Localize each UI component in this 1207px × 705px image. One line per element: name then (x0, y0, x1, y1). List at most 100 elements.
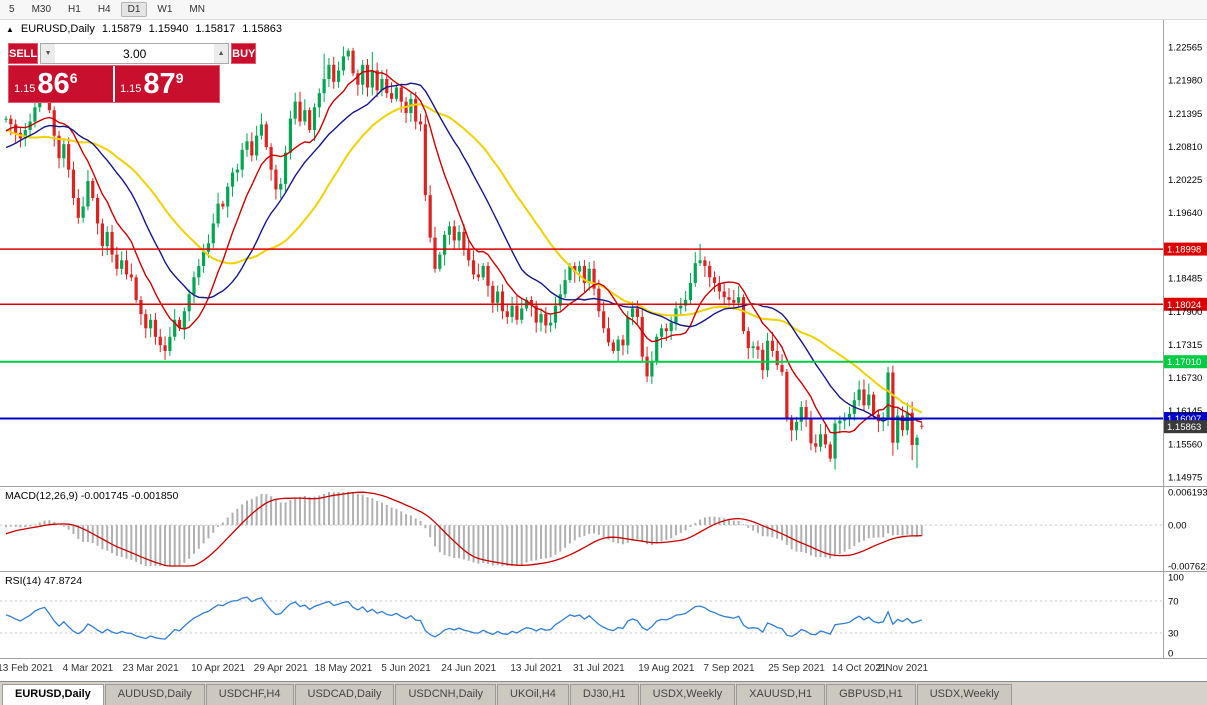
ohlc-close: 1.15863 (242, 23, 282, 35)
candle-body (703, 260, 707, 266)
chart-tab[interactable]: XAUUSD,H1 (736, 684, 826, 705)
date-axis-label: 23 Mar 2021 (123, 663, 180, 674)
volume-increase-button[interactable]: ▲ (214, 44, 229, 63)
timeframe-button-h4[interactable]: H4 (97, 4, 111, 15)
candle-body (33, 107, 37, 122)
chart-tab[interactable]: USDX,Weekly (639, 684, 736, 705)
candle-body (833, 423, 837, 459)
candle-body (182, 311, 186, 329)
price-axis-label: 1.16730 (1168, 373, 1202, 384)
candle-body (712, 277, 717, 283)
chart-tab[interactable]: USDCNH,Daily (395, 684, 497, 705)
chart-tab[interactable]: USDCHF,H4 (205, 684, 294, 705)
price-axis-label: 1.20225 (1168, 175, 1202, 186)
date-axis-label: 14 Oct 2021 (832, 663, 887, 674)
candle-body (611, 342, 615, 351)
candle-body (857, 389, 861, 401)
candle-body (491, 285, 495, 303)
chart-tab[interactable]: GBPUSD,H1 (826, 684, 916, 705)
candle-body (799, 407, 803, 422)
candle-body (134, 277, 138, 300)
buy-price-prefix: 1.15 (120, 83, 142, 95)
candle-body (149, 319, 153, 329)
volume-input[interactable] (55, 44, 215, 63)
collapse-panel-icon[interactable]: ▲ (6, 24, 14, 34)
candle-body (341, 56, 345, 71)
chart-tabs-bar: EURUSD,Daily AUDUSD,Daily USDCHF,H4 USDCAD,… (0, 681, 1207, 705)
timeframe-button-mn[interactable]: MN (189, 4, 205, 15)
candle-body (361, 64, 365, 85)
candle-body (626, 316, 630, 346)
candle-body (790, 418, 794, 431)
candle-body (173, 319, 177, 337)
candle-body (71, 169, 76, 198)
candle-body (356, 73, 360, 85)
candle-body (158, 336, 162, 346)
candle-body (124, 260, 129, 275)
candle-body (529, 299, 533, 306)
sell-price-big-digits: 86 (37, 68, 70, 100)
candle-body (872, 394, 876, 415)
candle-body (717, 282, 721, 292)
candle-body (664, 328, 668, 332)
candle-body (187, 294, 191, 312)
ohlc-high: 1.15940 (148, 23, 189, 35)
candle-body (221, 203, 225, 207)
timeframe-toolbar: 5 M30 H1 H4 D1 W1 MN (0, 0, 1207, 20)
timeframe-button-5[interactable]: 5 (9, 4, 15, 15)
sell-button[interactable]: SELL (8, 43, 39, 64)
candle-body (177, 319, 182, 329)
chart-symbol-title: EURUSD,Daily (20, 23, 95, 35)
chart-tab[interactable]: USDX,Weekly (916, 684, 1013, 705)
timeframe-button-h1[interactable]: H1 (68, 4, 81, 15)
chart-tab[interactable]: AUDUSD,Daily (104, 684, 205, 705)
rsi-line (5, 596, 923, 640)
candle-body (250, 141, 254, 156)
candle-body (428, 195, 432, 238)
candle-body (264, 124, 268, 147)
candle-body (650, 362, 654, 377)
buy-button[interactable]: BUY (231, 43, 257, 64)
candle-body (568, 265, 572, 281)
chart-plot-area[interactable] (0, 20, 1163, 659)
sell-price-display[interactable]: 1.15 86 6 (9, 66, 113, 102)
timeframe-button-w1[interactable]: W1 (157, 4, 173, 15)
candle-body (197, 265, 201, 278)
chart-tab[interactable]: UKOil,H4 (497, 684, 569, 705)
timeframe-button-d1[interactable]: D1 (120, 2, 148, 17)
level-price-tag (1164, 297, 1207, 311)
candle-body (380, 79, 384, 91)
candle-body (910, 412, 914, 445)
candle-body (279, 183, 283, 190)
candle-body (52, 110, 56, 136)
bid-price-tag-text: 1.15863 (1167, 422, 1201, 433)
price-axis-label: 1.17900 (1168, 307, 1202, 318)
level-price-tag-text: 1.18024 (1167, 300, 1201, 311)
candle-body (206, 243, 211, 252)
buy-price-display[interactable]: 1.15 87 9 (113, 66, 219, 102)
candle-body (693, 263, 697, 283)
chart-tab[interactable]: EURUSD,Daily (2, 684, 104, 705)
chart-tab[interactable]: USDCAD,Daily (294, 684, 395, 705)
candle-body (322, 79, 326, 94)
candle-body (452, 226, 456, 241)
chart-ohlc-header: ▲ EURUSD,Daily 1.15879 1.15940 1.15817 1… (6, 23, 282, 35)
candle-body (303, 110, 307, 122)
date-axis-label: 19 Aug 2021 (638, 663, 695, 674)
candle-body (57, 135, 61, 159)
volume-decrease-button[interactable]: ▼ (41, 44, 56, 63)
candle-body (235, 169, 239, 173)
level-price-tag (1164, 242, 1207, 256)
date-axis-label: 13 Jul 2021 (510, 663, 562, 674)
candle-body (688, 282, 693, 300)
candle-body (587, 268, 591, 283)
candle-body (38, 98, 42, 108)
candle-body (110, 231, 114, 255)
candle-body (226, 186, 230, 207)
rsi-indicator-label: RSI(14) 47.8724 (5, 575, 83, 587)
candle-body (804, 407, 808, 419)
chart-tab[interactable]: DJ30,H1 (569, 684, 639, 705)
candle-body (794, 421, 799, 431)
timeframe-button-m30[interactable]: M30 (31, 4, 52, 15)
